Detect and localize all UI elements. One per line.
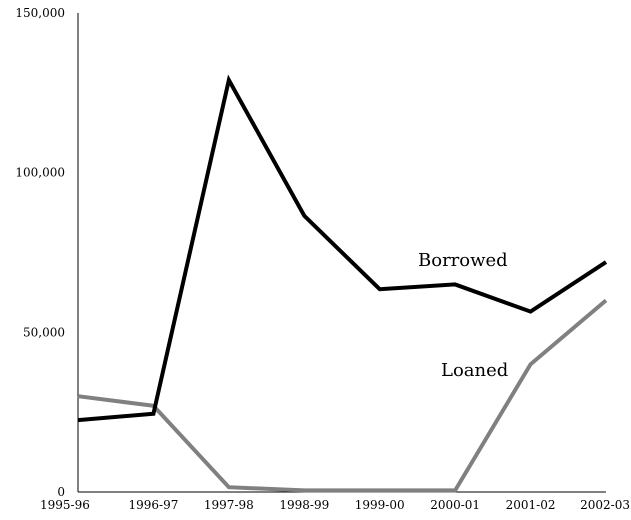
x-tick-label: 1997-98 bbox=[204, 498, 254, 512]
y-tick-label: 0 bbox=[57, 485, 65, 499]
series-label-borrowed: Borrowed bbox=[418, 250, 508, 271]
x-tick-label: 1996-97 bbox=[128, 498, 178, 512]
x-tick-label: 2002-03 bbox=[580, 498, 630, 512]
x-tick-label: 2001-02 bbox=[506, 498, 556, 512]
x-tick-label: 2000-01 bbox=[430, 498, 480, 512]
x-tick-label: 1998-99 bbox=[279, 498, 329, 512]
y-tick-label: 150,000 bbox=[15, 6, 65, 20]
x-tick-labels: 1995-96 1996-97 1997-98 1998-99 1999-00 2000-… bbox=[40, 498, 630, 512]
y-tick-label: 50,000 bbox=[23, 325, 65, 339]
series-label-loaned: Loaned bbox=[441, 360, 508, 381]
y-tick-label: 100,000 bbox=[15, 166, 65, 180]
x-tick-label: 1995-96 bbox=[40, 498, 90, 512]
x-tick-label: 1999-00 bbox=[355, 498, 405, 512]
series-lines bbox=[77, 74, 608, 493]
series-labels: Borrowed Loaned bbox=[418, 250, 508, 381]
y-tick-labels: 0 50,000 100,000 150,000 bbox=[15, 6, 65, 499]
series-line-loaned bbox=[77, 298, 608, 493]
series-line-borrowed bbox=[77, 74, 608, 423]
